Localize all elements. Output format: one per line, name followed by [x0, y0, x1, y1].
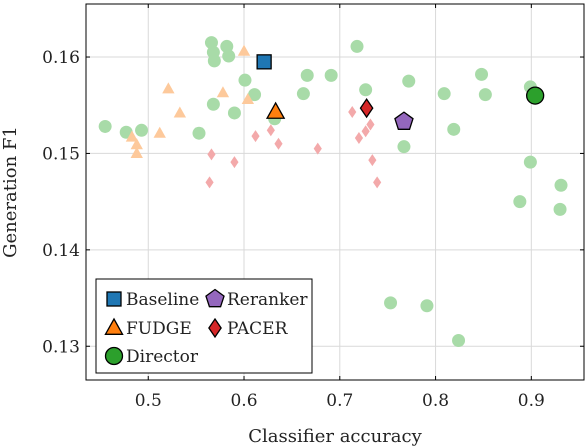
data-points — [98, 36, 568, 347]
run-circle-point — [478, 88, 492, 102]
y-tick-label: 0.16 — [42, 48, 80, 68]
run-diamond-point — [251, 130, 260, 143]
pacer-diamond-point — [359, 97, 374, 119]
baseline-square-point — [256, 54, 272, 70]
run-circle-point — [513, 195, 527, 209]
run-diamond-point — [368, 154, 377, 167]
series-fudge_runs — [125, 44, 255, 158]
run-circle-point — [350, 39, 364, 53]
run-circle-point — [324, 68, 338, 82]
run-diamond-point — [313, 142, 322, 155]
run-circle-point — [523, 155, 537, 169]
run-diamond-point — [354, 132, 364, 145]
run-circle-point — [220, 39, 234, 53]
run-diamond-point — [348, 105, 357, 118]
y-axis-label: Generation F1 — [0, 126, 21, 258]
run-circle-point — [384, 296, 398, 310]
legend-label-baseline: Baseline — [126, 290, 199, 310]
series-baseline — [256, 54, 272, 70]
run-circle-point — [222, 49, 236, 63]
legend-markers — [104, 288, 225, 366]
run-triangle-point — [241, 92, 255, 104]
legend-label-reranker: Reranker — [227, 290, 308, 310]
run-circle-point — [227, 106, 241, 120]
series-reranker — [394, 111, 414, 130]
run-triangle-point — [173, 106, 187, 118]
run-circle-point — [238, 73, 252, 87]
run-diamond-point — [373, 176, 382, 189]
run-triangle-point — [162, 82, 175, 94]
run-triangle-point — [130, 138, 143, 150]
run-diamond-point — [207, 148, 216, 161]
run-circle-point — [207, 54, 221, 68]
x-tick-label: 0.9 — [518, 391, 545, 411]
run-circle-point — [437, 87, 451, 101]
run-circle-point — [397, 140, 411, 154]
legend-marker-baseline — [106, 291, 122, 307]
run-diamond-point — [366, 118, 375, 131]
run-diamond-point — [230, 156, 239, 169]
run-circle-point — [204, 36, 218, 50]
run-circle-point — [553, 202, 567, 216]
run-circle-point — [420, 299, 434, 313]
series-director_runs — [98, 36, 568, 347]
legend-box — [95, 278, 313, 374]
run-circle-point — [192, 126, 206, 140]
run-circle-point — [300, 68, 314, 82]
run-triangle-point — [130, 146, 143, 158]
legend-marker-fudge — [104, 317, 124, 335]
x-tick-label: 0.7 — [326, 391, 353, 411]
y-tick-label: 0.13 — [42, 337, 80, 357]
legend-label-fudge: FUDGE — [126, 319, 192, 339]
run-circle-point — [135, 123, 149, 137]
run-circle-point — [98, 119, 112, 133]
series-fudge — [265, 101, 286, 119]
run-circle-point — [296, 87, 310, 101]
legend-marker-pacer — [208, 317, 222, 339]
run-circle-point — [452, 333, 466, 347]
plot-frame — [85, 3, 585, 381]
legend-label-director: Director — [126, 347, 199, 367]
run-circle-point — [206, 97, 220, 111]
y-tick-label: 0.14 — [42, 241, 80, 261]
run-diamond-point — [266, 124, 275, 137]
legend-marker-director — [104, 346, 124, 366]
y-tick-label: 0.15 — [42, 144, 80, 164]
x-tick-label: 0.5 — [135, 391, 162, 411]
legend-marker-reranker — [205, 288, 225, 308]
series-director — [526, 86, 545, 105]
x-tick-label: 0.6 — [230, 391, 257, 411]
director-circle-point — [526, 86, 545, 105]
run-triangle-point — [216, 86, 230, 98]
run-triangle-point — [153, 126, 166, 138]
run-circle-point — [359, 83, 373, 97]
run-circle-point — [402, 74, 416, 88]
reranker-pentagon-point — [394, 111, 414, 130]
run-circle-point — [554, 178, 568, 192]
x-tick-label: 0.8 — [422, 391, 449, 411]
axis-ticks: 0.5 0.6 0.7 0.8 0.9 0.13 0.14 0.15 0.16 — [42, 4, 584, 411]
legend: Baseline Reranker FUDGE PACER Director — [95, 278, 313, 374]
run-triangle-point — [125, 130, 139, 142]
x-axis-label: Classifier accuracy — [248, 426, 422, 447]
run-diamond-point — [205, 176, 214, 189]
run-circle-point — [475, 67, 489, 81]
series-pacer_runs — [205, 105, 382, 189]
series-pacer — [359, 97, 374, 119]
run-triangle-point — [237, 44, 251, 56]
run-circle-point — [248, 88, 262, 102]
run-circle-point — [447, 122, 461, 136]
fudge-triangle-point — [265, 101, 286, 119]
run-diamond-point — [361, 125, 370, 138]
run-diamond-point — [274, 137, 283, 150]
legend-label-pacer: PACER — [227, 319, 289, 339]
